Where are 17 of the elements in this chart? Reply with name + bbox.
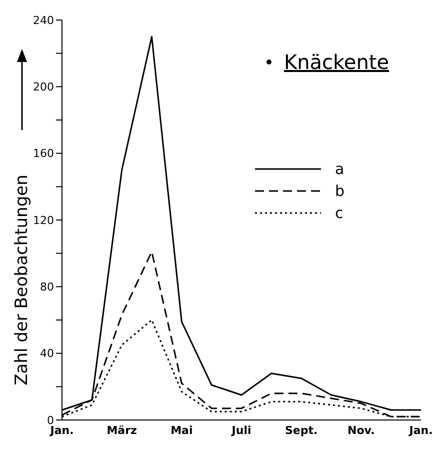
y-tick-label: 240 [33, 14, 54, 27]
y-tick-label: 120 [33, 214, 54, 227]
legend-label: c [335, 204, 344, 222]
y-tick-label: 80 [40, 280, 54, 294]
y-tick-label: 40 [40, 347, 54, 360]
y-tick-label: 160 [33, 147, 54, 160]
legend-label: a [335, 160, 344, 178]
x-tick-label: Mai [170, 424, 193, 437]
x-tick-label: Nov. [348, 424, 375, 437]
legend-label: b [335, 182, 345, 200]
x-tick-label: Jan. [408, 424, 433, 437]
y-axis-title: Zahl der Beobachtungen [12, 174, 32, 386]
x-tick-label: Juli [230, 424, 252, 437]
x-tick-label: Sept. [284, 424, 318, 437]
y-tick-label: 200 [33, 80, 54, 94]
text: Knäckente [284, 50, 390, 74]
x-tick-label: März [106, 424, 137, 437]
